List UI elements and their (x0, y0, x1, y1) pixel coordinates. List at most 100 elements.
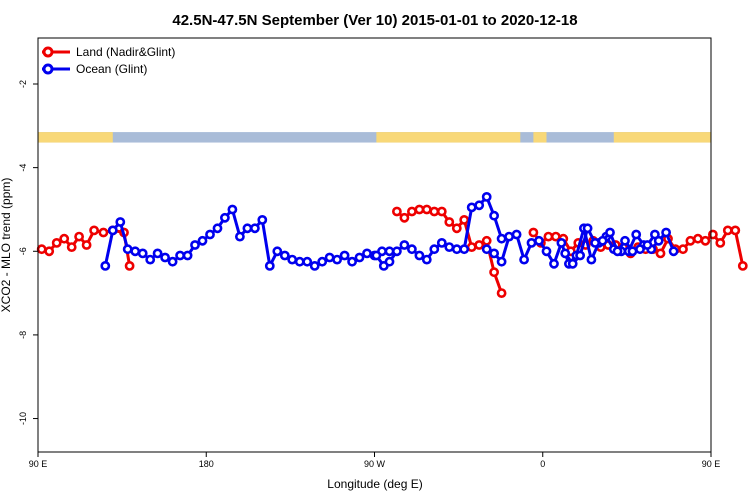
y-axis-label: XCO2 - MLO trend (ppm) (0, 178, 13, 313)
series-1-point (339, 250, 350, 261)
series-1-point (137, 248, 148, 259)
series-1-point (586, 254, 597, 265)
series-0-point (124, 260, 135, 271)
series-1-point (257, 214, 268, 225)
series-1 (100, 191, 679, 271)
series-0-point (489, 267, 499, 278)
series-0-point (466, 242, 477, 252)
series-1-point (302, 256, 313, 267)
series-0-point (444, 217, 455, 227)
series-1-point (287, 254, 298, 265)
series-1-point (332, 254, 342, 265)
series-0-point (678, 244, 688, 255)
series-0-point (429, 206, 440, 217)
series-1-point (504, 231, 514, 242)
series-1-point (205, 229, 215, 240)
legend-marker-land (42, 46, 54, 58)
series-1-point (481, 191, 492, 202)
series-1-point (182, 250, 193, 261)
series-1-point (489, 248, 499, 259)
series-1-point (317, 256, 328, 267)
y-tick-label-1: -4 (18, 164, 28, 172)
series-1-point (541, 246, 552, 257)
series-1-point (575, 250, 585, 261)
series-1-point (489, 210, 499, 221)
y-tick-label-2: -6 (18, 247, 28, 255)
series-1-point (107, 225, 118, 236)
series-0-point (89, 225, 99, 236)
x-tick-label-2: 90 W (364, 459, 386, 469)
x-tick-label-4: 90 E (702, 459, 721, 469)
series-1-point (249, 223, 260, 234)
series-1-point (406, 244, 417, 255)
series-1-point (309, 260, 320, 271)
legend-label-ocean: Ocean (Glint) (76, 62, 147, 76)
series-1-point (444, 242, 455, 252)
series-0-point (399, 212, 410, 223)
series-1-point (429, 244, 440, 255)
series-0-point (459, 214, 470, 225)
series-1-point (496, 233, 507, 244)
series-1-point (190, 240, 200, 250)
series-1-point (212, 223, 223, 234)
series-1-point (556, 237, 567, 248)
series-0-point (708, 229, 718, 240)
series-1-point (242, 223, 253, 234)
chart-title: 42.5N-47.5N September (Ver 10) 2015-01-0… (172, 12, 577, 29)
series-0-point (474, 240, 485, 250)
x-tick-label-0: 90 E (29, 459, 48, 469)
land-band-0 (38, 132, 113, 143)
legend-marker-ocean (42, 63, 54, 75)
series-1-point (549, 258, 559, 269)
series-1-point (324, 252, 335, 263)
series-1-point (384, 256, 395, 267)
series-0-point (44, 246, 55, 257)
series-0-point (51, 237, 62, 248)
series-1-point (481, 244, 492, 255)
series-0-point (737, 260, 748, 271)
series-1-point (474, 200, 485, 211)
series-1-point (391, 246, 402, 257)
series-0-point (481, 235, 492, 246)
ocean-band (38, 132, 711, 143)
series-0-point (98, 227, 109, 238)
series-1-point (122, 244, 133, 255)
series-1-point (605, 227, 615, 238)
legend-label-land: Land (Nadir&Glint) (76, 45, 175, 59)
series-1-point (234, 231, 245, 242)
series-1-point (272, 246, 283, 257)
series-1-point (362, 248, 372, 259)
series-1-point (560, 248, 571, 259)
series-0-point (66, 242, 77, 252)
x-axis: 90 E 180 90 W 0 90 E (29, 452, 721, 469)
series-1-point (371, 250, 382, 261)
series-0-point (496, 288, 507, 298)
x-tick-label-1: 180 (199, 459, 214, 469)
series-1-point (526, 237, 537, 248)
series-1-point (399, 240, 410, 250)
series-0-point (81, 240, 92, 250)
series-1-point (466, 202, 477, 213)
series-1-point (631, 229, 642, 240)
series-1-point (511, 229, 522, 240)
series-1-point (567, 258, 578, 269)
y-tick-label-4: -10 (18, 412, 28, 425)
series-1-point (279, 250, 290, 261)
series-1-point (590, 237, 600, 248)
series-1-point (219, 212, 230, 223)
series-1-point (496, 256, 507, 267)
series-0-point (391, 206, 402, 217)
series-0-point (685, 235, 696, 246)
x-axis-label: Longitude (deg E) (327, 477, 422, 491)
series-1-point (414, 250, 425, 261)
series-1-point (627, 246, 638, 257)
series-1-point (130, 246, 141, 257)
series-1-point (534, 235, 544, 246)
series-1-point (175, 250, 185, 261)
series-1-point (650, 229, 660, 240)
land-band-1 (376, 132, 521, 143)
series-1-point (160, 252, 170, 263)
series-1-point (635, 244, 645, 255)
series-0-point (693, 233, 703, 244)
land-band-3 (613, 132, 711, 143)
